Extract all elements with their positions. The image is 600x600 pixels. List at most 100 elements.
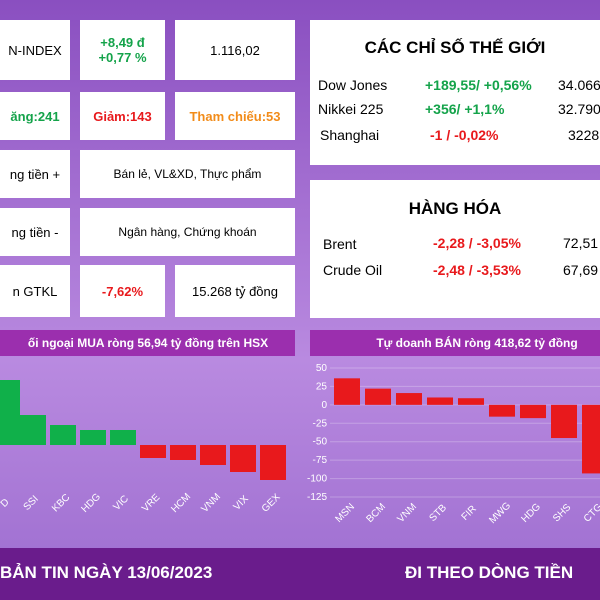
cell: Tham chiếu:53 (175, 92, 295, 140)
value: 1.116,02 (210, 42, 260, 58)
bar (427, 397, 453, 405)
footer-text: BẢN TIN NGÀY 13/06/2023 (0, 563, 213, 582)
value: 32.790 (558, 101, 600, 117)
value: -2,28 / -3,05% (433, 235, 521, 251)
label: ng tiền + (9, 166, 61, 182)
label: Brent (323, 236, 357, 252)
bar (200, 445, 226, 465)
value: 15.268 tỷ đồng (191, 283, 279, 299)
x-tick-label: HCM (169, 491, 193, 515)
x-tick-label: HDG (79, 491, 103, 515)
panel-title: CÁC CHỈ SỐ THẾ GIỚI (364, 38, 546, 57)
chart-header (310, 330, 600, 356)
footer-text: ĐI THEO DÒNG TIỀN (405, 563, 574, 582)
y-tick-label: 0 (321, 400, 327, 411)
cell: -7,62% (80, 265, 165, 317)
x-tick-label: VIC (111, 493, 131, 513)
value: +189,55/ +0,56% (425, 77, 532, 93)
y-tick-label: 25 (316, 381, 328, 392)
value: Giảm:143 (93, 108, 152, 124)
label: Dow Jones (318, 77, 388, 93)
cell: Giảm:143 (80, 92, 165, 140)
x-tick-label: CTG (582, 502, 600, 525)
x-tick-label: VRE (140, 492, 163, 515)
y-tick-label: -125 (307, 492, 327, 503)
label: Crude Oil (323, 262, 383, 278)
commodities-panel: HÀNG HÓA Brent -2,28 / -3,05% 72,51 Crud… (310, 180, 600, 318)
bar (50, 425, 76, 445)
x-tick-label: VNM (199, 491, 223, 515)
bar (489, 404, 515, 417)
x-tick-label: STB (427, 502, 449, 524)
x-tick-label: BCM (364, 501, 388, 525)
y-tick-label: -100 (307, 474, 327, 485)
y-tick-label: -50 (313, 437, 328, 448)
cell: ng tiền + (0, 150, 70, 198)
value: 72,51 (563, 235, 599, 251)
label: N-INDEX (8, 42, 62, 58)
x-tick-label: KBC (50, 492, 72, 514)
value: Bán lẻ, VL&XD, Thực phẩm (113, 167, 262, 181)
value: -7,62% (101, 283, 144, 299)
x-tick-label: D (0, 497, 12, 510)
x-tick-label: MWG (487, 500, 513, 526)
chart-header (0, 330, 295, 356)
bar (396, 393, 422, 405)
cell: ăng:241 (0, 92, 70, 140)
cell: Bán lẻ, VL&XD, Thực phẩm (80, 150, 295, 198)
bar (80, 430, 106, 445)
y-tick-label: -75 (313, 455, 328, 466)
cell: +8,49 đ +0,77 % (80, 20, 165, 80)
panel-title: HÀNG HÓA (408, 199, 502, 218)
label: Shanghai (320, 127, 380, 143)
cell: N-INDEX (0, 20, 70, 80)
bar (365, 388, 391, 405)
bar (20, 415, 46, 445)
value: 3228 (568, 127, 600, 143)
value: ăng:241 (10, 108, 60, 124)
x-tick-label: SSI (22, 494, 41, 513)
cell: Ngân hàng, Chứng khoán (80, 208, 295, 256)
y-tick-label: 50 (316, 363, 328, 374)
bar (582, 404, 600, 474)
bar (0, 380, 20, 445)
x-tick-label: VNM (395, 501, 419, 525)
bar (110, 430, 136, 445)
cell: 1.116,02 (175, 20, 295, 80)
cell: n GTKL (0, 265, 70, 317)
bar (140, 445, 166, 458)
bar (551, 404, 577, 439)
value: -1 / -0,02% (430, 127, 499, 143)
value: 34.066 (558, 77, 600, 93)
chart-title: Tự doanh BÁN ròng 418,62 tỷ đồng (376, 335, 577, 350)
value: Tham chiếu:53 (189, 108, 281, 124)
value: +356/ +1,1% (425, 101, 505, 117)
cell: 15.268 tỷ đồng (175, 265, 295, 317)
value: +8,49 đ (100, 35, 145, 50)
x-tick-label: MSN (333, 501, 357, 525)
bar (458, 398, 484, 405)
x-tick-label: VIX (232, 493, 251, 512)
footer (0, 548, 600, 600)
bar (230, 445, 256, 472)
label: Nikkei 225 (318, 101, 384, 117)
chart-title: ối ngoại MUA ròng 56,94 tỷ đồng trên HSX (28, 336, 268, 350)
x-tick-label: FIR (460, 504, 479, 523)
label: ng tiền - (11, 224, 59, 240)
bar (334, 378, 360, 405)
label: n GTKL (12, 283, 58, 299)
world-panel: CÁC CHỈ SỐ THẾ GIỚI Dow Jones +189,55/ +… (310, 20, 600, 165)
value: Ngân hàng, Chứng khoán (118, 225, 257, 239)
value: 67,69 (563, 262, 599, 278)
cell: ng tiền - (0, 208, 70, 256)
bar (520, 404, 546, 419)
x-tick-label: HDG (519, 501, 543, 525)
bar (170, 445, 196, 460)
x-tick-label: SHS (551, 502, 574, 525)
x-tick-label: GEX (260, 492, 283, 515)
value: -2,48 / -3,53% (433, 262, 521, 278)
value: +0,77 % (98, 50, 147, 65)
y-tick-label: -25 (313, 418, 328, 429)
